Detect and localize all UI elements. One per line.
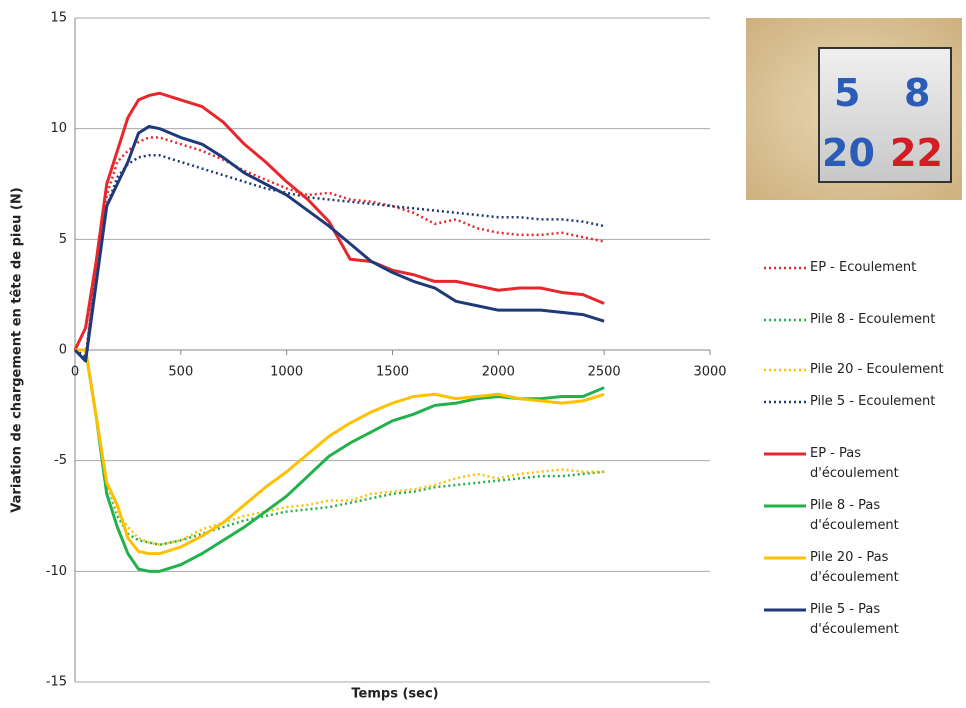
- y-tick-label: -10: [46, 564, 67, 579]
- legend-label: Pile 20 - Pas d'écoulement: [810, 550, 899, 585]
- series-line: [73, 91, 605, 351]
- series-line: [73, 124, 605, 363]
- legend-label: Pile 5 - Ecoulement: [810, 394, 936, 409]
- inset-image: 5 8 20 22: [746, 18, 962, 200]
- legend-label: EP - Ecoulement: [810, 260, 917, 275]
- series-line: [75, 348, 605, 547]
- legend-label: Pile 5 - Pas d'écoulement: [810, 602, 899, 637]
- series-line: [74, 136, 605, 363]
- legend-entry: Pile 8 - Pas d'écoulement: [760, 496, 920, 536]
- legend-entry: Pile 5 - Pas d'écoulement: [760, 600, 920, 640]
- y-tick-label: 10: [50, 121, 67, 136]
- chart: Temps (sec) Variation de chargement en t…: [10, 11, 727, 702]
- y-tick-label: 15: [50, 11, 67, 26]
- x-tick-label: 500: [168, 365, 193, 380]
- series-line: [75, 348, 605, 547]
- y-tick-label: -15: [46, 675, 67, 690]
- inset-box: 5 8 20 22: [818, 47, 952, 183]
- legend-label: Pile 8 - Pas d'écoulement: [810, 498, 899, 533]
- series-line: [75, 348, 605, 573]
- legend-swatch: [764, 504, 806, 508]
- legend-label: Pile 8 - Ecoulement: [810, 312, 936, 327]
- inset-number: 22: [890, 131, 943, 175]
- x-axis-label: Temps (sec): [351, 687, 438, 702]
- legend-swatch: [764, 452, 806, 456]
- legend-swatch: [764, 368, 806, 372]
- x-tick-label: 1500: [376, 365, 409, 380]
- legend-label: Pile 20 - Ecoulement: [810, 362, 944, 377]
- x-tick-label: 2500: [588, 365, 621, 380]
- legend-entry: Pile 20 - Ecoulement: [760, 360, 966, 380]
- x-tick-label: 2000: [482, 365, 515, 380]
- series-line: [75, 348, 605, 556]
- y-tick-label: -5: [54, 453, 67, 468]
- y-tick-label: 5: [59, 232, 67, 247]
- x-tick-label: 3000: [693, 365, 726, 380]
- y-axis-label: Variation de chargement en tête de pieu …: [10, 187, 25, 512]
- legend-swatch: [764, 608, 806, 612]
- legend-label: EP - Pas d'écoulement: [810, 446, 899, 481]
- legend-swatch: [764, 266, 806, 270]
- legend-entry: Pile 20 - Pas d'écoulement: [760, 548, 920, 588]
- inset-number: 20: [822, 131, 875, 175]
- legend-entry: EP - Pas d'écoulement: [760, 444, 920, 484]
- y-tick-label: 0: [59, 343, 67, 358]
- legend-swatch: [764, 318, 806, 322]
- inset-number: 5: [834, 71, 861, 115]
- legend-entry: EP - Ecoulement: [760, 258, 966, 278]
- legend-swatch: [764, 556, 806, 560]
- x-tick-label: 0: [71, 365, 79, 380]
- series-line: [74, 153, 605, 358]
- x-tick-label: 1000: [270, 365, 303, 380]
- inset-number: 8: [904, 71, 931, 115]
- legend-swatch: [764, 400, 806, 404]
- legend-entry: Pile 5 - Ecoulement: [760, 392, 966, 412]
- legend-entry: Pile 8 - Ecoulement: [760, 310, 966, 330]
